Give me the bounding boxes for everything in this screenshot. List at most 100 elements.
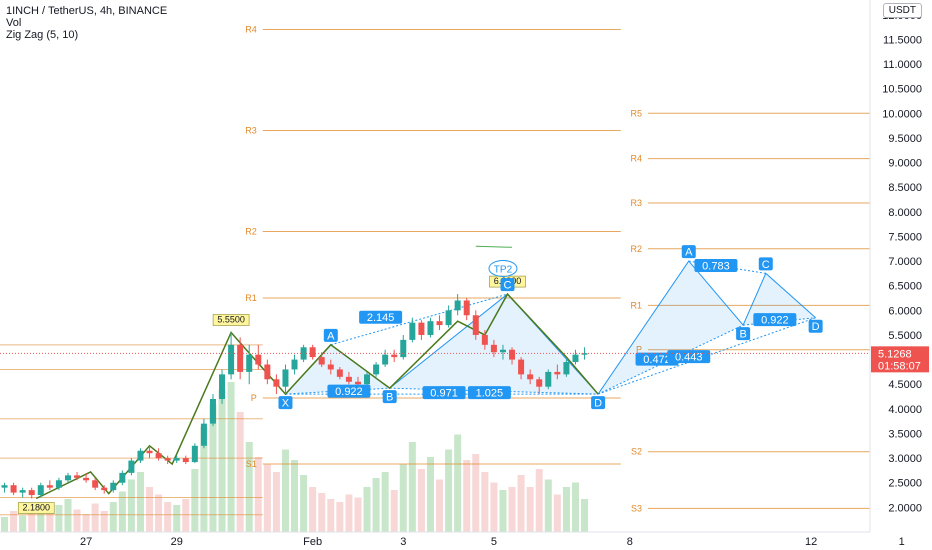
target-circle [488, 259, 518, 277]
candle-body [445, 310, 452, 326]
candle-body [373, 364, 380, 375]
harmonic-ratio-label-box [422, 386, 466, 400]
pivot-old-label: R1 [245, 293, 257, 303]
harmonic-ratio-label: 0.971 [430, 388, 458, 400]
volume-bar [562, 487, 570, 532]
zigzag-value-box [212, 314, 250, 326]
time-axis[interactable]: 27 29 Feb 3 5 8 12 1 [80, 536, 905, 548]
volume-bar [472, 454, 480, 532]
candle-body [581, 353, 588, 355]
candle-body [64, 475, 71, 481]
currency-selector[interactable]: USDT [882, 3, 922, 18]
pivot-old-label: R2 [245, 227, 257, 237]
volume-indicator-label[interactable]: Vol [6, 17, 22, 29]
candle-body [37, 485, 44, 496]
price-axis[interactable]: 2.00002.50003.00003.50004.00004.50005.00… [882, 10, 922, 515]
projected-point-label: B [739, 329, 746, 341]
candle-body [554, 371, 561, 375]
projected-ratio-label: 0.922 [761, 315, 789, 327]
zigzag-indicator-label[interactable]: Zig Zag (5, 10) [6, 29, 79, 41]
harmonic-projected-ratio-line [597, 317, 816, 395]
projected-point-label: A [685, 247, 693, 259]
volume-bar [463, 460, 471, 532]
candle-body [382, 354, 389, 365]
pivot-old-label: S1 [246, 459, 257, 469]
projected-point-label-box [736, 327, 751, 341]
candle-body [518, 359, 525, 375]
volume-bar [118, 491, 126, 532]
volume-bar [309, 487, 317, 532]
candle-body [463, 300, 470, 316]
volume-bar [82, 514, 90, 532]
harmonic-ratio-label: 2.145 [367, 312, 395, 324]
harmonic-ratio-label-box [467, 386, 511, 400]
volume-bar [281, 449, 289, 532]
zigzag-value-label: 5.5500 [217, 315, 245, 325]
volume-bar [19, 515, 27, 532]
price-tick-label: 4.0000 [888, 404, 922, 416]
time-tick-label: 27 [80, 536, 92, 548]
candle-body [391, 354, 398, 358]
volume-bar [390, 490, 398, 532]
price-tick-label: 11.5000 [883, 34, 922, 46]
candle-body [255, 354, 262, 365]
price-tick-label: 6.0000 [888, 305, 922, 317]
symbol-title[interactable]: 1INCH / TetherUS, 4h, BINANCE [6, 5, 168, 17]
volume-bar [372, 478, 380, 532]
candlesticks [1, 294, 588, 499]
candle-body [481, 334, 488, 345]
candle-body [246, 354, 253, 372]
candle-body [28, 490, 35, 496]
candle-body [418, 322, 425, 335]
time-tick-label: 1 [899, 536, 905, 548]
candle-body [137, 450, 144, 461]
price-tick-label: 8.5000 [888, 182, 922, 194]
volume-bar [191, 469, 199, 532]
harmonic-point-label-box [591, 396, 606, 410]
volume-bar [200, 427, 208, 532]
candle-body [209, 399, 216, 424]
candle-body [219, 374, 226, 399]
harmonic-projected-fill [743, 273, 816, 326]
volume-bar [164, 502, 172, 532]
price-tick-label: 10.5000 [882, 84, 922, 96]
candle-body [200, 423, 207, 446]
volume-bar [445, 449, 453, 532]
pivot-new-label: R2 [630, 244, 642, 254]
volume-bar [417, 469, 425, 532]
projected-point-label-box [808, 319, 823, 333]
harmonic-point-label: C [504, 280, 512, 292]
pivot-new-label: R4 [630, 154, 642, 164]
price-tick-label: 9.0000 [888, 158, 922, 170]
volume-bar [100, 511, 108, 532]
candle-body [182, 458, 189, 463]
candle-body [509, 349, 516, 360]
candle-body [472, 315, 479, 335]
price-tick-label: 5.5000 [888, 330, 922, 342]
volume-bar [408, 442, 416, 532]
volume-bar [327, 499, 335, 532]
price-tick-label: 6.5000 [888, 281, 922, 293]
projected-point-label: D [812, 321, 820, 333]
volume-bar [209, 404, 217, 532]
harmonic-point-label-box [500, 278, 515, 292]
candle-body [74, 475, 81, 478]
candle-body [345, 376, 352, 382]
volume-bar [436, 479, 444, 532]
candle-body [291, 359, 298, 370]
harmonic-ratio-label: 1.025 [476, 388, 504, 400]
volume-bar [73, 509, 81, 532]
candle-body [436, 321, 443, 326]
time-tick-label: Feb [303, 536, 322, 548]
candle-body [563, 362, 570, 375]
candle-body [164, 458, 171, 461]
volume-bar [37, 502, 45, 532]
candle-body [309, 347, 316, 358]
volume-bar [1, 517, 9, 532]
volume-bar [354, 497, 362, 532]
price-tick-label: 7.0000 [888, 256, 922, 268]
candle-body [364, 374, 371, 385]
candle-body [490, 344, 497, 353]
volume-bar [535, 469, 543, 532]
